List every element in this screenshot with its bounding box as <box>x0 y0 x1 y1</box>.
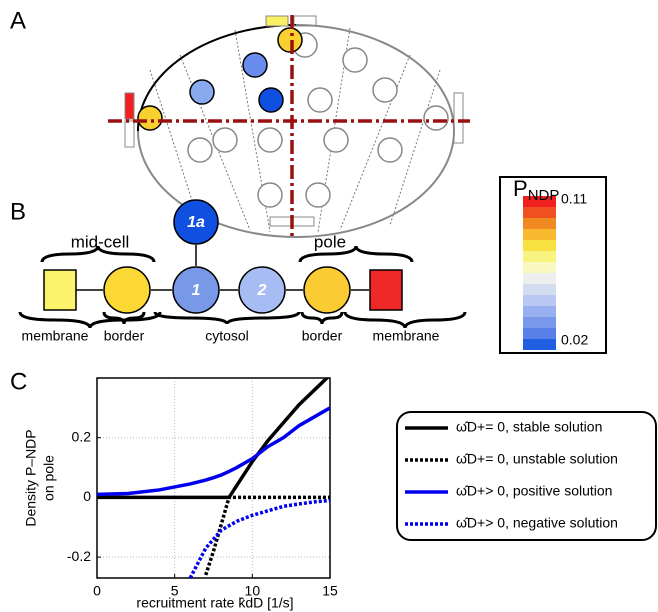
compartment-label: border <box>104 328 145 344</box>
colorbar-subscript: NDP <box>528 187 560 204</box>
node-label: 1 <box>192 282 201 299</box>
colorbar-swatch <box>523 328 556 339</box>
series-line <box>206 497 330 575</box>
colorbar-swatch <box>523 306 556 317</box>
legend-label: ω̂D+= 0, unstable solution <box>456 451 618 467</box>
y-tick-label: 0.2 <box>72 428 92 444</box>
panel-label: A <box>10 7 26 34</box>
node-label: 1a <box>187 214 205 231</box>
colorbar-title: P <box>513 176 528 201</box>
y-axis-label: Density P–NDP <box>23 429 39 526</box>
compartment-diagram <box>20 200 465 328</box>
compartment-label: membrane <box>22 328 89 344</box>
colorbar-swatch <box>523 229 556 240</box>
x-axis-label: recruitment rate k̂dD [1/s] <box>136 595 293 611</box>
compartment-label: membrane <box>373 328 440 344</box>
colorbar-swatch <box>523 273 556 284</box>
colorbar-swatch <box>523 218 556 229</box>
legend-label: ω̂D+> 0, positive solution <box>456 483 612 499</box>
colorbar-swatch <box>523 207 556 218</box>
x-tick-label: 0 <box>93 583 101 599</box>
series-line <box>190 500 330 578</box>
group-label: mid-cell <box>71 232 130 251</box>
colorbar-swatch <box>523 251 556 262</box>
colorbar-swatch <box>523 240 556 251</box>
colorbar-swatch <box>523 262 556 273</box>
group-label: pole <box>314 232 346 251</box>
colorbar-label: 0.02 <box>561 332 588 348</box>
compartment-label: cytosol <box>205 328 249 344</box>
legend-label: ω̂D+= 0, stable solution <box>456 419 602 435</box>
colorbar-swatch <box>523 317 556 328</box>
cell-diagram <box>108 15 470 238</box>
colorbar-label: 0.11 <box>561 191 587 207</box>
compartment-label: border <box>302 328 343 344</box>
colorbar-swatch <box>523 339 556 350</box>
y-axis-label: on pole <box>41 455 57 501</box>
colorbar-swatch <box>523 284 556 295</box>
legend-label: ω̂D+> 0, negative solution <box>456 515 618 531</box>
panel-label: B <box>10 198 26 225</box>
panel-label: C <box>10 368 27 395</box>
y-tick-label: 0 <box>83 488 91 504</box>
legend: ω̂D+= 0, stable solution ω̂D+= 0, unstabl… <box>405 419 618 531</box>
figure: A B <box>0 0 658 612</box>
y-tick-label: -0.2 <box>67 548 91 564</box>
colorbar-swatch <box>523 295 556 306</box>
node-label: 2 <box>257 282 267 299</box>
x-tick-label: 15 <box>322 583 338 599</box>
series-line <box>97 408 330 495</box>
